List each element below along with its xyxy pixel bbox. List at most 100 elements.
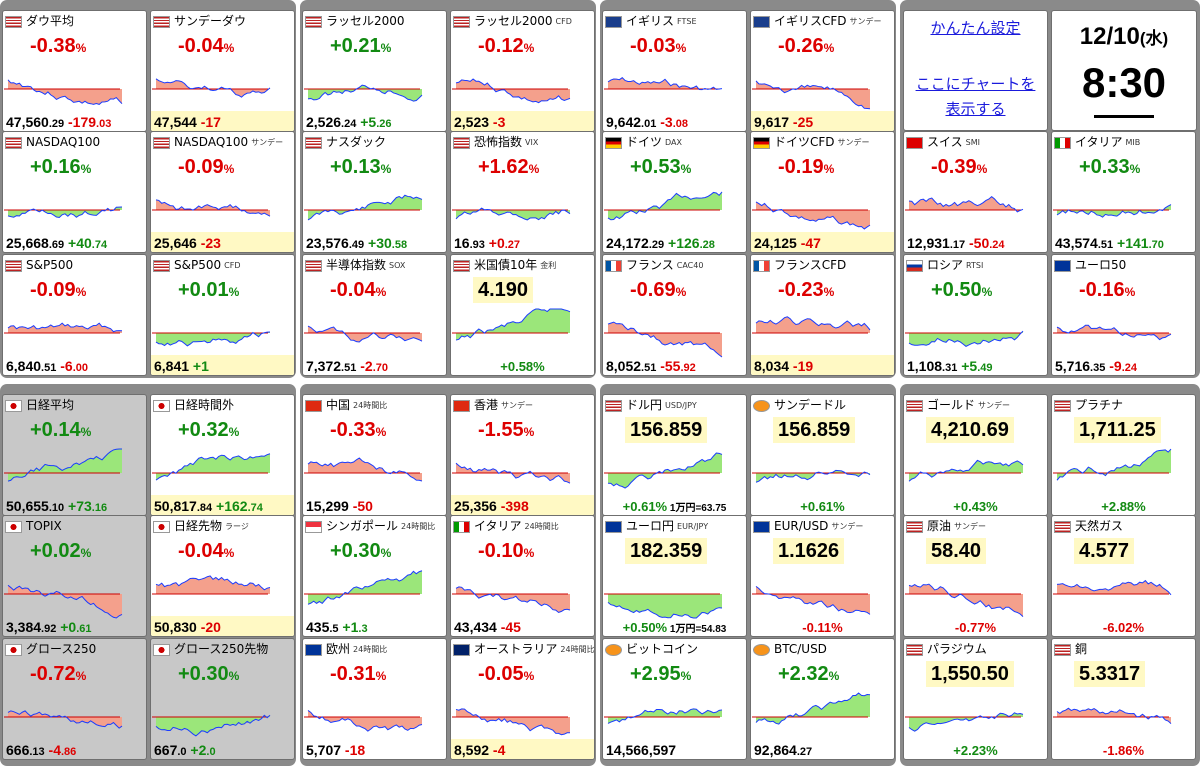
sparkline-fill <box>156 199 270 217</box>
jp-flag-icon <box>153 643 170 656</box>
change-percent: -0.72% <box>30 663 87 685</box>
change-percent: 4.577 <box>1074 538 1135 564</box>
us-flag-icon <box>906 643 923 656</box>
jp-flag-icon <box>153 520 170 533</box>
sparkline-fill <box>756 316 870 333</box>
market-tile[interactable]: 銅 5.3317 -1.86% <box>1051 638 1196 760</box>
market-tile[interactable]: プラチナ 1,711.25 +2.88% <box>1051 394 1196 516</box>
sparkline-fill <box>608 322 722 357</box>
market-tile[interactable]: ドイツCFD サンデー -0.19% 24,125 -47 <box>750 131 895 253</box>
tile-subname: RTSI <box>966 261 984 270</box>
change-decimal: .16 <box>91 502 108 514</box>
market-tile[interactable]: フランスCFD -0.23% 8,034 -19 <box>750 254 895 376</box>
tile-header: ラッセル2000 CFD <box>453 13 572 30</box>
sparkline-chart <box>304 325 423 343</box>
market-tile[interactable]: ユーロ50 -0.16% 5,716.35 -9.24 <box>1051 254 1196 376</box>
market-tile[interactable]: イギリスCFD サンデー -0.26% 9,617 -25 <box>750 10 895 132</box>
market-tile[interactable]: 中国 24時間比 -0.33% 15,299 -50 <box>302 394 447 516</box>
market-tile[interactable]: ラッセル2000 CFD -0.12% 2,523 -3 <box>450 10 595 132</box>
market-tile[interactable]: ユーロ円 EUR/JPY 182.359 +0.50% 1万円=54.83 <box>602 515 747 637</box>
tile-subname: USD/JPY <box>665 401 697 410</box>
market-tile[interactable]: ドイツ DAX +0.53% 24,172.29 +126.28 <box>602 131 747 253</box>
market-tile[interactable]: ラッセル2000 +0.21% 2,526.24 +5.26 <box>302 10 447 132</box>
market-tile[interactable]: オーストラリア 24時間比 -0.05% 8,592 -4 <box>450 638 595 760</box>
price-decimal: .51 <box>641 362 657 374</box>
sparkline-chart <box>604 321 723 358</box>
market-tile[interactable]: シンガポール 24時間比 +0.30% 435.5 +1.3 <box>302 515 447 637</box>
price-footer: 43,434 -45 <box>454 619 521 635</box>
market-tile[interactable]: 日経先物 ラージ -0.04% 50,830 -20 <box>150 515 295 637</box>
market-tile[interactable]: ゴールド サンデー 4,210.69 +0.43% <box>903 394 1048 516</box>
sparkline-line <box>155 453 271 481</box>
market-tile[interactable]: EUR/USD サンデー 1.1626 -0.11% <box>750 515 895 637</box>
tile-header: 半導体指数 SOX <box>305 257 405 274</box>
market-tile[interactable]: ビットコイン +2.95% 14,566,597 <box>602 638 747 760</box>
market-tile[interactable]: フランス CAC40 -0.69% 8,052.51 -55.92 <box>602 254 747 376</box>
market-tile[interactable]: ナスダック +0.13% 23,576.49 +30.58 <box>302 131 447 253</box>
eu-flag-icon <box>753 520 770 533</box>
market-tile[interactable]: スイス SMI -0.39% 12,931.17 -50.24 <box>903 131 1048 253</box>
market-tile[interactable]: サンデーダウ -0.04% 47,544 -17 <box>150 10 295 132</box>
jp-flag-icon <box>5 520 22 533</box>
change-value: +0.61 <box>56 619 92 635</box>
market-tile[interactable]: NASDAQ100 サンデー -0.09% 25,646 -23 <box>150 131 295 253</box>
price-value: 8,052.51 <box>606 358 657 374</box>
market-tile[interactable]: S&P500 -0.09% 6,840.51 -6.00 <box>2 254 147 376</box>
market-tile[interactable]: パラジウム 1,550.50 +2.23% <box>903 638 1048 760</box>
sparkline-fill <box>156 453 270 481</box>
percent-sign: % <box>523 669 535 683</box>
market-tile[interactable]: ドル円 USD/JPY 156.859 +0.61% 1万円=63.75 <box>602 394 747 516</box>
market-tile[interactable]: 半導体指数 SOX -0.04% 7,372.51 -2.70 <box>302 254 447 376</box>
jp-flag-icon <box>5 643 22 656</box>
tile-name: イギリス <box>626 14 675 28</box>
sparkline-line <box>908 196 1024 213</box>
tile-footer-bg <box>151 111 294 131</box>
price-decimal: .01 <box>641 118 657 130</box>
percent-sign: % <box>823 41 835 55</box>
us-flag-icon <box>906 520 923 533</box>
market-tile[interactable]: 香港 サンデー -1.55% 25,356 -398 <box>450 394 595 516</box>
market-tile[interactable]: NASDAQ100 +0.16% 25,668.69 +40.74 <box>2 131 147 253</box>
sparkline-chart <box>752 469 871 483</box>
tile-header: BTC/USD <box>753 641 827 658</box>
market-tile[interactable]: ダウ平均 -0.38% 47,560.29 -179.03 <box>2 10 147 132</box>
market-tile[interactable]: 恐怖指数 VIX +1.62% 16.93 +0.27 <box>450 131 595 253</box>
percent-sign: % <box>981 285 993 299</box>
price-footer: 50,830 -20 <box>154 619 221 635</box>
change-decimal: .74 <box>247 502 263 514</box>
change-percent: 58.40 <box>926 538 987 564</box>
sparkline-chart <box>452 308 571 341</box>
market-tile[interactable]: 欧州 24時間比 -0.31% 5,707 -18 <box>302 638 447 760</box>
tile-footer-bg <box>151 232 294 252</box>
sparkline-fill <box>1057 708 1171 724</box>
change-footer: +0.50% 1万円=54.83 <box>603 620 746 635</box>
price-footer: 50,655.10 +73.16 <box>6 498 107 514</box>
tile-header: スイス SMI <box>906 134 980 151</box>
market-tile[interactable]: イギリス FTSE -0.03% 9,642.01 -3.08 <box>602 10 747 132</box>
market-tile[interactable]: TOPIX +0.02% 3,384.92 +0.61 <box>2 515 147 637</box>
market-tile[interactable]: 米国債10年 金利 4.190 +0.58% <box>450 254 595 376</box>
change-percent: -0.09% <box>178 156 235 178</box>
change-value: +2.0 <box>186 742 216 758</box>
market-tile[interactable]: グロース250 -0.72% 666.13 -4.86 <box>2 638 147 760</box>
tile-name: 香港 <box>474 398 499 412</box>
tile-footer-bg <box>151 616 294 636</box>
market-tile[interactable]: S&P500 CFD +0.01% 6,841 +1 <box>150 254 295 376</box>
market-tile[interactable]: イタリア MIB +0.33% 43,574.51 +141.70 <box>1051 131 1196 253</box>
market-tile[interactable]: グロース250先物 +0.30% 667.0 +2.0 <box>150 638 295 760</box>
quick-settings-link[interactable]: かんたん設定 <box>930 19 1021 37</box>
chart-here-link[interactable]: ここにチャートを 表示する <box>904 73 1047 119</box>
market-tile[interactable]: 日経平均 +0.14% 50,655.10 +73.16 <box>2 394 147 516</box>
percent-sign: % <box>823 162 835 176</box>
price-footer: 2,526.24 +5.26 <box>306 114 392 130</box>
market-tile[interactable]: 天然ガス 4.577 -6.02% <box>1051 515 1196 637</box>
market-tile[interactable]: 原油 サンデー 58.40 -0.77% <box>903 515 1048 637</box>
market-tile[interactable]: サンデードル 156.859 +0.61% <box>750 394 895 516</box>
tile-subname: CAC40 <box>676 261 704 270</box>
tile-subname: 24時間比 <box>353 645 388 654</box>
market-tile[interactable]: 日経時間外 +0.32% 50,817.84 +162.74 <box>150 394 295 516</box>
market-tile[interactable]: イタリア 24時間比 -0.10% 43,434 -45 <box>450 515 595 637</box>
market-tile[interactable]: ロシア RTSI +0.50% 1,108.31 +5.49 <box>903 254 1048 376</box>
market-tile[interactable]: BTC/USD +2.32% 92,864.27 <box>750 638 895 760</box>
tile-header: イギリス FTSE <box>605 13 697 30</box>
